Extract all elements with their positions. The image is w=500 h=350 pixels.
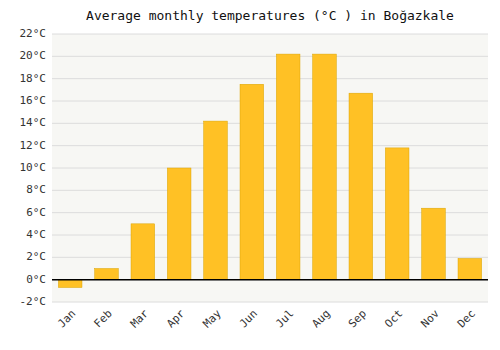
y-tick-label: 20°C xyxy=(20,49,47,62)
x-tick-label: Jun xyxy=(237,307,260,330)
chart-svg: -2°C 0°C 2°C 4°C 6°C 8°C 10°C 12°C 14°C 16°C 18°C 2… xyxy=(0,0,500,350)
chart-container: -2°C 0°C 2°C 4°C 6°C 8°C 10°C 12°C 14°C 16°C 18°C 2… xyxy=(0,0,500,350)
y-tick-label: 16°C xyxy=(20,94,47,107)
bars xyxy=(58,54,481,287)
bar xyxy=(58,280,82,288)
x-tick-label: Apr xyxy=(164,307,188,331)
bar xyxy=(385,148,409,280)
plot-background xyxy=(52,34,488,302)
y-tick-label: 18°C xyxy=(20,72,47,85)
x-tick-label: Feb xyxy=(91,307,114,330)
grid-line xyxy=(52,168,488,169)
grid-line xyxy=(52,34,488,35)
grid-line xyxy=(52,78,488,79)
x-tick-label: Dec xyxy=(455,307,478,330)
chart-title: Average monthly temperatures (°C ) in Bo… xyxy=(86,8,454,23)
page-body: -2°C 0°C 2°C 4°C 6°C 8°C 10°C 12°C 14°C 16°C 18°C 2… xyxy=(0,0,500,350)
y-tick-label: 10°C xyxy=(20,161,47,174)
x-tick-label: Jul xyxy=(273,307,296,330)
y-tick-label: 4°C xyxy=(26,228,46,241)
grid-line xyxy=(52,279,488,280)
x-tick-label: Aug xyxy=(309,307,332,330)
grid-line xyxy=(52,145,488,146)
bar xyxy=(276,54,300,280)
bar xyxy=(458,258,482,279)
grid-line xyxy=(52,123,488,124)
grid-line xyxy=(52,302,488,303)
x-tick-label: May xyxy=(200,307,224,331)
x-tick-labels: Jan Feb Mar Apr May Jun Jul Aug Sep Oct Nov Dec xyxy=(55,307,478,331)
x-tick-label: Mar xyxy=(128,307,152,331)
zero-line xyxy=(52,279,488,281)
y-tick-label: 2°C xyxy=(26,250,46,263)
grid-line xyxy=(52,56,488,57)
x-tick-label: Jan xyxy=(55,307,78,330)
bar xyxy=(95,269,119,280)
bar xyxy=(422,208,446,279)
y-tick-label: 14°C xyxy=(20,116,47,129)
y-tick-label: 6°C xyxy=(26,206,46,219)
y-tick-label: -2°C xyxy=(20,295,47,308)
y-tick-label: 12°C xyxy=(20,139,47,152)
y-tick-labels: -2°C 0°C 2°C 4°C 6°C 8°C 10°C 12°C 14°C 16°C 18°C 2… xyxy=(20,27,47,308)
x-tick-label: Sep xyxy=(346,307,369,330)
bar xyxy=(240,84,264,279)
bar xyxy=(167,168,191,280)
y-tick-label: 0°C xyxy=(26,273,46,286)
y-tick-label: 8°C xyxy=(26,183,46,196)
bar xyxy=(131,224,155,280)
page: Chart html, body { margin: 0; padding: 0… xyxy=(0,0,500,350)
grid-line xyxy=(52,190,488,191)
grid xyxy=(52,34,488,302)
y-tick-label: 22°C xyxy=(20,27,47,40)
bar xyxy=(313,54,337,280)
x-tick-label: Oct xyxy=(382,307,405,330)
x-tick-label: Nov xyxy=(418,307,442,331)
bar xyxy=(204,121,228,280)
grid-line xyxy=(52,101,488,102)
bar xyxy=(349,93,373,279)
